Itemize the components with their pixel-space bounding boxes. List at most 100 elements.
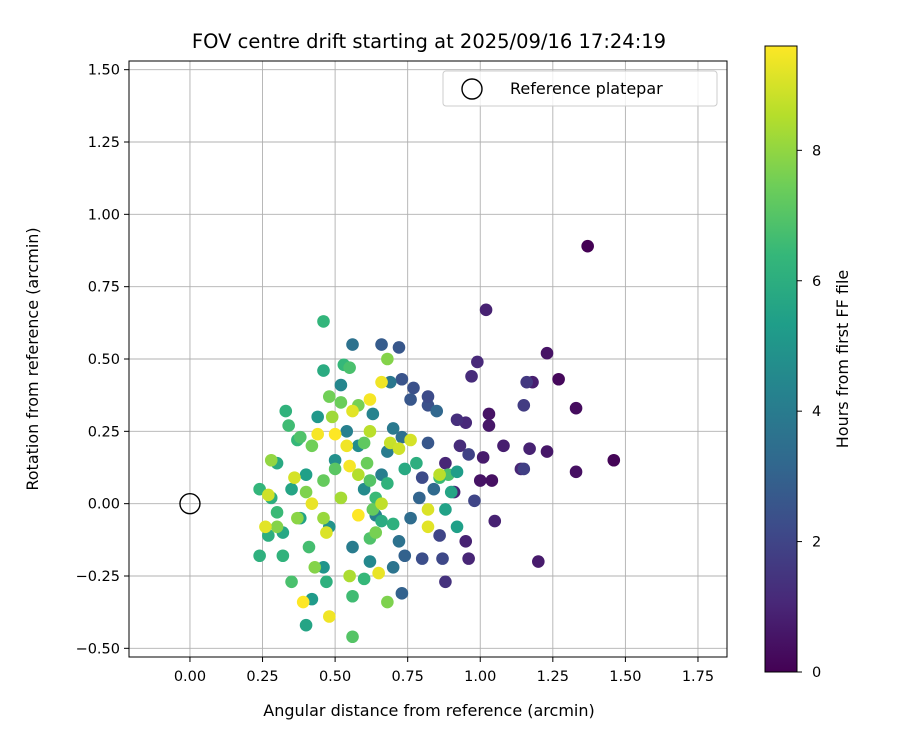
data-point bbox=[436, 552, 449, 565]
data-point bbox=[323, 610, 336, 623]
data-point bbox=[404, 511, 417, 525]
data-point bbox=[473, 474, 487, 487]
data-point bbox=[317, 561, 330, 574]
data-point bbox=[439, 575, 452, 589]
x-tick-label: 0.50 bbox=[319, 669, 351, 685]
data-point bbox=[334, 491, 348, 505]
data-point bbox=[270, 520, 284, 534]
data-point bbox=[264, 453, 278, 467]
data-point bbox=[299, 468, 313, 482]
data-points bbox=[253, 239, 621, 644]
data-point bbox=[317, 474, 330, 487]
data-point bbox=[569, 401, 583, 415]
data-point bbox=[386, 561, 400, 574]
data-point bbox=[372, 566, 385, 580]
data-point bbox=[375, 338, 388, 351]
data-point bbox=[412, 491, 426, 505]
data-point bbox=[296, 595, 310, 609]
data-point bbox=[305, 497, 319, 510]
y-tick-label: −0.50 bbox=[76, 641, 120, 657]
data-point bbox=[343, 459, 356, 473]
data-point bbox=[375, 375, 388, 389]
data-point bbox=[346, 540, 359, 554]
y-tick-label: 1.50 bbox=[88, 63, 120, 79]
colorbar-tick-label: 2 bbox=[812, 535, 821, 551]
data-point bbox=[305, 439, 319, 453]
data-point bbox=[404, 433, 417, 447]
data-point bbox=[395, 372, 409, 386]
y-tick-label: 0.75 bbox=[88, 280, 120, 296]
data-point bbox=[363, 474, 377, 487]
legend-label: Reference platepar bbox=[510, 79, 663, 98]
data-point bbox=[517, 462, 531, 476]
data-point bbox=[392, 442, 406, 455]
y-tick-label: 1.00 bbox=[88, 207, 120, 223]
colorbar-gradient bbox=[764, 45, 798, 673]
x-tick-label: 1.50 bbox=[609, 669, 641, 685]
data-point bbox=[357, 572, 371, 586]
data-point bbox=[369, 526, 383, 539]
data-point bbox=[311, 427, 324, 441]
data-point bbox=[427, 482, 441, 496]
data-point bbox=[392, 341, 406, 354]
x-tick-label: 0.25 bbox=[246, 669, 278, 685]
data-point bbox=[386, 422, 400, 435]
data-point bbox=[398, 462, 412, 476]
data-point bbox=[363, 393, 377, 406]
colorbar-ticks: 0 2 4 6 8 bbox=[797, 143, 821, 681]
data-point bbox=[317, 364, 330, 377]
data-point bbox=[328, 462, 342, 476]
data-point bbox=[439, 456, 452, 470]
data-point bbox=[421, 503, 435, 516]
data-point bbox=[476, 451, 490, 464]
data-point bbox=[340, 425, 354, 438]
data-point bbox=[468, 494, 481, 508]
data-point bbox=[569, 465, 583, 479]
data-point bbox=[395, 587, 409, 600]
colorbar: 0 2 4 6 8 Hours from first FF file bbox=[764, 45, 852, 681]
data-point bbox=[444, 485, 458, 499]
data-point bbox=[317, 315, 330, 328]
x-tick-label: 1.75 bbox=[682, 669, 714, 685]
y-tick-label: −0.25 bbox=[76, 569, 120, 585]
data-point bbox=[439, 503, 452, 516]
data-point bbox=[421, 390, 435, 403]
data-point bbox=[343, 361, 356, 374]
data-point bbox=[279, 404, 293, 418]
data-point bbox=[607, 453, 621, 467]
data-point bbox=[392, 534, 406, 548]
data-point bbox=[311, 410, 324, 424]
data-point bbox=[517, 398, 531, 412]
data-point bbox=[540, 346, 554, 360]
data-point bbox=[450, 413, 464, 427]
data-point bbox=[450, 520, 464, 534]
data-point bbox=[288, 471, 301, 484]
data-point bbox=[433, 529, 446, 542]
data-point bbox=[430, 404, 444, 418]
data-point bbox=[299, 485, 313, 499]
data-point bbox=[320, 526, 333, 539]
data-point bbox=[346, 589, 359, 603]
data-point bbox=[453, 439, 467, 453]
data-point bbox=[375, 497, 388, 510]
data-point bbox=[334, 396, 348, 409]
data-point bbox=[334, 378, 348, 392]
data-point bbox=[421, 520, 435, 534]
data-point bbox=[479, 303, 493, 317]
x-tick-label: 1.25 bbox=[537, 669, 569, 685]
legend-marker bbox=[461, 78, 483, 100]
data-point bbox=[375, 514, 388, 528]
data-point bbox=[270, 506, 284, 519]
data-point bbox=[323, 390, 336, 403]
data-point bbox=[415, 471, 429, 484]
data-point bbox=[343, 569, 356, 583]
data-point bbox=[360, 456, 374, 470]
data-point bbox=[459, 534, 473, 548]
data-point bbox=[302, 540, 316, 554]
data-point bbox=[346, 404, 359, 418]
data-point bbox=[532, 555, 545, 568]
data-point bbox=[381, 477, 394, 490]
data-point bbox=[282, 419, 295, 432]
reference-layer bbox=[179, 492, 201, 515]
data-point bbox=[415, 552, 429, 565]
